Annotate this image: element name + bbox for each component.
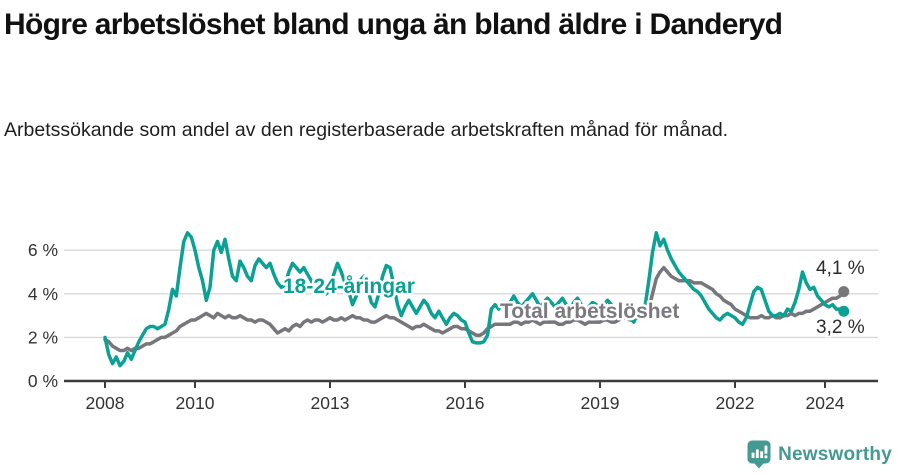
x-tick-label: 2024 <box>806 393 845 413</box>
x-tick-label: 2019 <box>581 393 620 413</box>
x-tick-label: 2016 <box>446 393 485 413</box>
series-label-1: 18-24-åringar <box>283 275 415 298</box>
series-label-0: Total arbetslöshet <box>500 300 679 323</box>
series-line-0 <box>103 265 846 353</box>
y-tick-label: 2 % <box>28 327 58 347</box>
x-tick-label: 2008 <box>86 393 125 413</box>
chart-header: Högre arbetslöshet bland unga än bland ä… <box>4 6 896 44</box>
series-line-1 <box>103 231 846 368</box>
x-tick-label: 2013 <box>311 393 350 413</box>
chart-title: Högre arbetslöshet bland unga än bland ä… <box>4 8 783 41</box>
end-value-label-1: 3,2 % <box>816 317 865 338</box>
y-tick-label: 0 % <box>28 371 58 391</box>
newsworthy-wordmark: Newsworthy <box>778 443 892 465</box>
y-tick-label: 6 % <box>28 240 58 260</box>
series-end-dot-0 <box>838 286 850 298</box>
x-tick-label: 2010 <box>176 393 215 413</box>
series-end-dot-1 <box>838 305 850 317</box>
newsworthy-logo-icon <box>747 440 771 469</box>
x-tick-label: 2022 <box>716 393 755 413</box>
end-value-label-0: 4,1 % <box>816 258 865 279</box>
newsworthy-attribution: Newsworthy <box>747 440 892 469</box>
y-tick-label: 4 % <box>28 284 58 304</box>
chart-subtitle: Arbetssökande som andel av den registerb… <box>4 119 729 141</box>
